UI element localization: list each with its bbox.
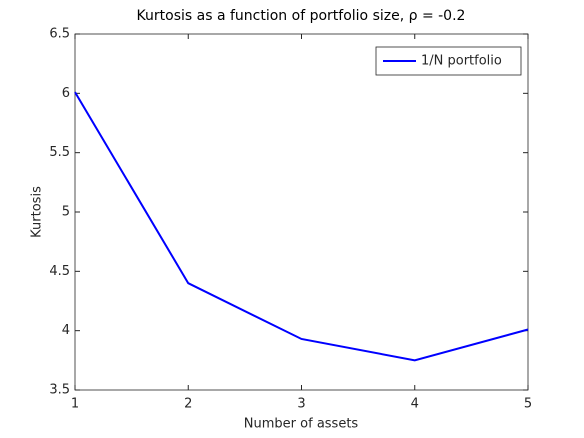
y-tick-label: 6.5 (49, 27, 70, 42)
y-tick-label: 3.5 (49, 383, 70, 398)
axes-box (74, 33, 529, 391)
x-tick-label: 3 (297, 397, 305, 412)
line-series (74, 91, 529, 362)
y-tick-label: 4.5 (49, 264, 70, 279)
y-tick-label: 5.5 (49, 145, 70, 160)
x-axis-label: Number of assets (244, 417, 359, 432)
y-axis-label: Kurtosis (30, 186, 45, 238)
x-tick-label: 4 (411, 397, 419, 412)
chart-title: Kurtosis as a function of portfolio size… (137, 8, 466, 24)
y-tick-label: 5 (62, 205, 70, 220)
x-tick-label: 5 (524, 397, 532, 412)
x-tick-label: 1 (71, 397, 79, 412)
x-tick-label: 2 (184, 397, 192, 412)
y-tick-label: 4 (62, 323, 70, 338)
legend-label: 1/N portfolio (421, 54, 502, 69)
y-tick-label: 6 (62, 86, 70, 101)
